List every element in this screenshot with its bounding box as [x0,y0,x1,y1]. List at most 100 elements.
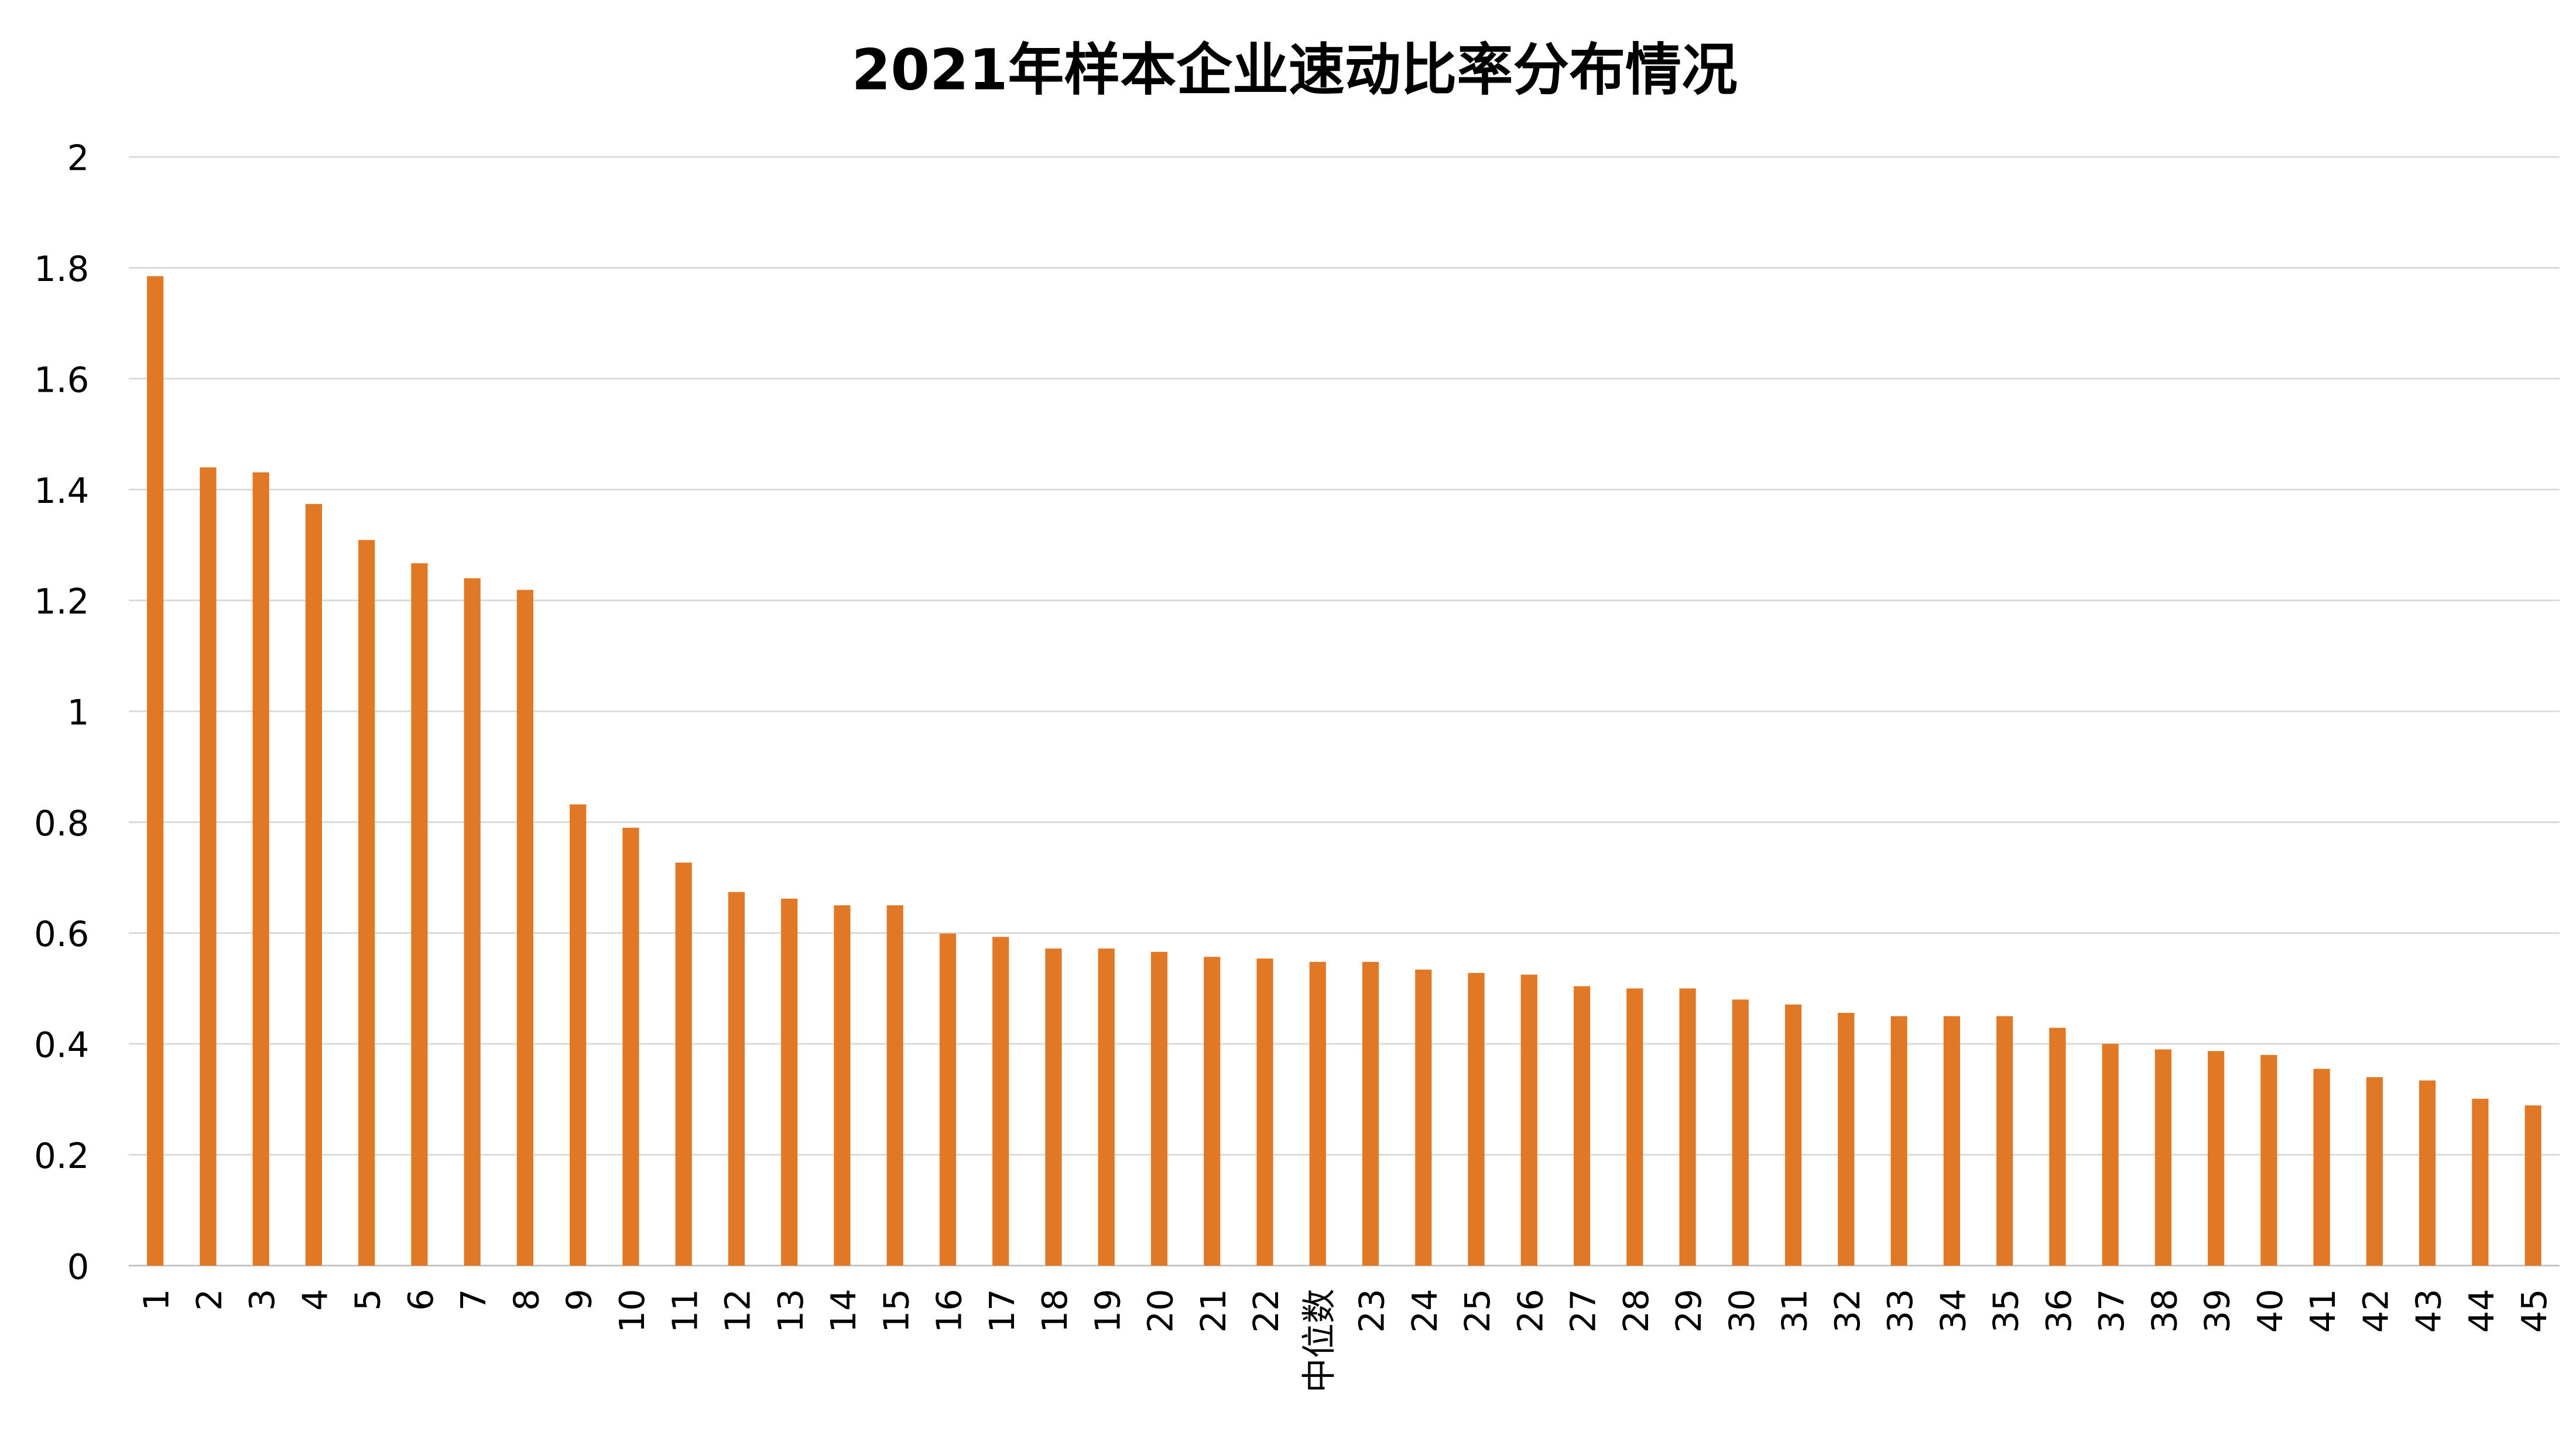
x-tick-label: 41 [2303,1289,2343,1332]
bar-31 [1784,1004,1802,1266]
x-tick-label: 21 [1193,1289,1234,1332]
bar-27 [1573,986,1591,1266]
x-tick-label: 1 [136,1289,177,1311]
x-tick-label: 27 [1563,1289,1604,1332]
bar-36 [2049,1027,2066,1266]
y-tick-label: 1 [67,692,90,732]
bar-20 [1150,951,1168,1266]
bar-14 [834,905,851,1266]
bar-5 [358,540,375,1266]
x-tick-label: 29 [1669,1289,1709,1332]
bar-中位数 [1309,961,1326,1266]
x-tick-label: 24 [1405,1289,1445,1332]
y-tick-label: 0.4 [34,1025,89,1066]
y-tick-label: 0.8 [34,803,89,844]
x-tick-label: 26 [1510,1289,1550,1332]
bar-21 [1204,957,1221,1266]
bars [147,276,2541,1266]
x-tick-label: 2 [189,1289,229,1311]
gridlines [129,156,2560,1267]
x-tick-label: 44 [2461,1289,2502,1332]
bar-6 [411,563,428,1266]
x-tick-label: 9 [559,1289,600,1311]
bar-13 [781,898,798,1266]
bar-10 [622,827,639,1266]
bar-35 [1996,1016,2013,1266]
x-tick-label: 中位数 [1299,1289,1339,1393]
y-tick-label: 0.6 [34,914,89,954]
bar-11 [675,862,692,1266]
bar-2 [200,467,217,1266]
bar-39 [2208,1051,2225,1266]
x-tick-label: 25 [1457,1289,1498,1332]
bar-41 [2313,1068,2330,1266]
y-tick-label: 1.6 [34,359,89,400]
x-tick-label: 32 [1827,1289,1868,1332]
chart-title: 2021年样本企业速动比率分布情况 [852,37,1738,102]
bar-7 [464,578,481,1266]
x-tick-label: 36 [2039,1289,2079,1332]
bar-4 [305,503,322,1266]
x-tick-label: 22 [1246,1289,1286,1332]
bar-19 [1098,948,1115,1266]
x-tick-label: 6 [400,1289,441,1311]
bar-29 [1679,988,1696,1266]
x-tick-label: 20 [1140,1289,1181,1332]
bar-18 [1045,948,1062,1266]
bar-12 [728,892,745,1266]
x-tick-label: 18 [1034,1289,1075,1332]
x-tick-label: 23 [1352,1289,1392,1332]
x-tick-label: 15 [876,1289,916,1332]
x-tick-label: 37 [2091,1289,2132,1332]
bar-1 [147,276,164,1266]
y-axis-ticks: 0 0.2 0.4 0.6 0.8 1 1.2 1.4 1.6 1.8 2 [34,138,89,1287]
bar-30 [1732,999,1749,1266]
x-tick-label: 45 [2514,1289,2554,1332]
x-tick-label: 30 [1721,1289,1762,1332]
x-tick-label: 10 [612,1289,652,1332]
y-tick-label: 1.4 [34,471,89,511]
x-tick-label: 5 [348,1289,388,1311]
bar-33 [1890,1016,1907,1266]
y-tick-label: 0.2 [34,1136,89,1176]
x-tick-label: 4 [294,1289,335,1311]
bar-44 [2472,1098,2489,1266]
bar-17 [992,937,1009,1266]
x-tick-label: 28 [1616,1289,1656,1332]
x-tick-label: 14 [823,1289,864,1332]
bar-25 [1468,972,1485,1266]
x-axis-ticks: 1 2 3 4 5 6 7 8 9 10 11 12 13 14 15 16 17 18 19 20 21 22 中位数 23… [136,1289,2555,1393]
x-tick-label: 3 [242,1289,282,1311]
y-tick-label: 2 [67,138,90,179]
bar-3 [252,472,269,1266]
x-tick-label: 31 [1775,1289,1815,1332]
x-tick-label: 35 [1986,1289,2026,1332]
y-tick-label: 1.8 [34,249,89,289]
x-tick-label: 38 [2144,1289,2184,1332]
bar-23 [1362,961,1379,1266]
bar-8 [516,590,534,1266]
bar-38 [2154,1049,2171,1266]
bar-32 [1838,1012,1855,1266]
bar-16 [939,933,957,1266]
bar-15 [886,905,903,1266]
x-tick-label: 17 [982,1289,1022,1332]
x-tick-label: 11 [664,1289,705,1332]
x-tick-label: 16 [929,1289,970,1332]
bar-9 [570,804,587,1266]
x-tick-label: 13 [770,1289,811,1332]
x-tick-label: 33 [1880,1289,1920,1332]
x-tick-label: 42 [2355,1289,2396,1332]
x-tick-label: 34 [1933,1289,1973,1332]
bar-40 [2260,1054,2277,1266]
x-tick-label: 39 [2197,1289,2238,1332]
bar-43 [2419,1080,2436,1266]
x-tick-label: 43 [2409,1289,2449,1332]
bar-34 [1943,1016,1960,1266]
x-tick-label: 7 [453,1289,494,1311]
y-tick-label: 0 [67,1246,90,1287]
x-tick-label: 8 [506,1289,547,1311]
bar-22 [1256,958,1273,1266]
